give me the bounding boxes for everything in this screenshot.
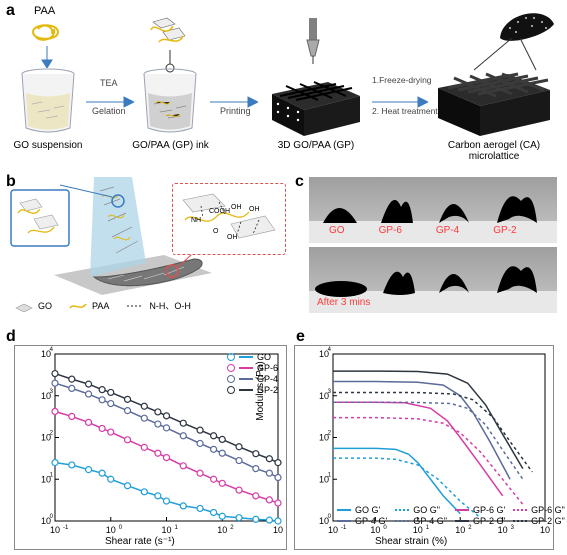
svg-text:4: 4: [50, 347, 54, 353]
chart-modulus: 10-1100101102103104100101102103104 Modul…: [294, 345, 554, 550]
legend-bond: N-H、O-H: [149, 299, 191, 312]
group-oh3: OH: [227, 234, 238, 241]
legend-paa: PAA: [92, 301, 109, 311]
caption-3d-gp: 3D GO/PAA (GP): [262, 140, 370, 151]
panel-a-label: a: [6, 2, 15, 20]
panel-c-label: c: [295, 173, 304, 191]
group-cooh: COOH: [209, 208, 230, 215]
svg-text:10: 10: [217, 525, 227, 535]
xlabel-d: Shear rate (s⁻¹): [105, 536, 175, 547]
caption-go-suspension: GO suspension: [6, 140, 90, 151]
panel-d-label: d: [6, 328, 16, 346]
xlabel-e: Shear strain (%): [375, 536, 447, 547]
arrow-down-icon: [40, 46, 54, 68]
svg-text:1: 1: [175, 525, 179, 531]
panel-c: c GO GP-6 GP-4 GP-2: [295, 173, 559, 318]
legend-d: GOGP-6GP-4GP-2: [227, 352, 278, 396]
label-go: GO: [329, 225, 345, 236]
blob-labels-top: GO GP-6 GP-4 GP-2: [329, 225, 517, 236]
svg-text:1: 1: [328, 472, 332, 478]
panel-a: a PAA GO suspension TEA Gelation GO/PAA …: [0, 0, 567, 165]
paa-coil-icon: [28, 19, 64, 45]
panel-b-legend: GO PAA N-H、O-H: [14, 299, 191, 312]
svg-text:3: 3: [328, 389, 332, 395]
legend-e: GO G'GO G"GP-6 G'GP-6 G"GP-4 G'GP-4 G"GP…: [337, 505, 565, 527]
carbon-aerogel-lattice: [432, 66, 556, 136]
callout-red: NH COOH OH OH OH O: [172, 183, 286, 255]
paa-label: PAA: [34, 5, 55, 17]
svg-text:10: 10: [273, 525, 283, 535]
svg-text:0: 0: [50, 514, 54, 520]
printed-lattice: [266, 72, 366, 136]
printer-nozzle-icon: [300, 18, 326, 64]
label-gp6: GP-6: [379, 225, 402, 236]
caption-gp-ink: GO/PAA (GP) ink: [123, 140, 218, 151]
beaker-gp-ink: [140, 68, 200, 133]
heat-label: 2. Heat treatment: [372, 106, 438, 116]
group-nh: NH: [191, 217, 201, 224]
photo-top: GO GP-6 GP-4 GP-2: [309, 177, 557, 243]
group-oh2: OH: [249, 206, 260, 213]
freeze-label: 1.Freeze-drying: [372, 75, 432, 85]
gp-crosslink-icon: [145, 12, 193, 52]
svg-text:4: 4: [328, 347, 332, 353]
ylabel-e: Modulus (Pa): [255, 346, 266, 436]
panel-b: b NH COOH OH OH OH O: [0, 173, 285, 318]
svg-text:2: 2: [328, 431, 332, 437]
label-gp4: GP-4: [436, 225, 459, 236]
svg-text:0: 0: [328, 514, 332, 520]
svg-text:10: 10: [50, 525, 60, 535]
label-gp2: GP-2: [493, 225, 516, 236]
group-o: O: [213, 228, 218, 235]
svg-text:-1: -1: [63, 525, 69, 531]
tea-label: TEA: [100, 78, 118, 88]
printing-label: Printing: [220, 106, 251, 116]
svg-text:2: 2: [230, 525, 234, 531]
after-label: After 3 mins: [317, 297, 370, 308]
svg-text:3: 3: [50, 389, 54, 395]
gelation-label: Gelation: [92, 106, 126, 116]
svg-text:2: 2: [50, 431, 54, 437]
svg-text:0: 0: [119, 525, 123, 531]
legend-go: GO: [38, 301, 52, 311]
callout-blue: [10, 189, 70, 247]
svg-text:10: 10: [106, 525, 116, 535]
caption-ca: Carbon aerogel (CA) microlattice: [432, 140, 556, 162]
group-oh1: OH: [231, 204, 242, 211]
svg-text:10: 10: [161, 525, 171, 535]
panel-e-label: e: [296, 328, 305, 346]
svg-text:1: 1: [50, 472, 54, 478]
beaker-go-suspension: [18, 68, 78, 133]
photo-bottom: After 3 mins: [309, 247, 557, 313]
chart-viscosity: 10-1100101102103100101102103104 Viscosit…: [14, 345, 287, 550]
